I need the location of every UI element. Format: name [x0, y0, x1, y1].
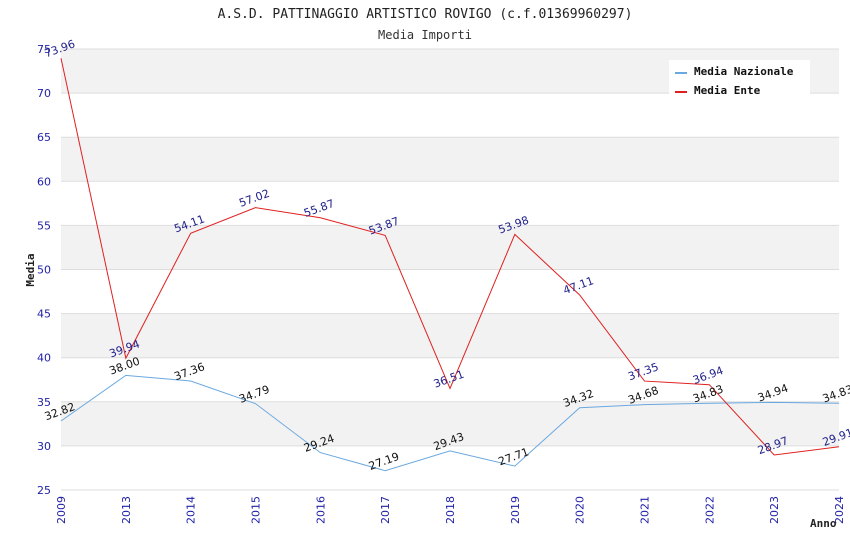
y-axis-title: Media: [24, 253, 37, 286]
series-line-ente: [60, 58, 840, 456]
y-tick-label: 60: [37, 175, 51, 188]
y-tick-label: 30: [37, 440, 51, 453]
x-tick-label: 2019: [509, 496, 522, 524]
x-axis-ticks: 2009 2013 2014 2015 2016 2017 2018 2019 2020 2021…: [55, 496, 846, 524]
y-tick-label: 70: [37, 87, 51, 100]
y-tick-label: 75: [37, 43, 51, 56]
x-tick-label: 2014: [185, 496, 198, 524]
y-tick-label: 65: [37, 131, 51, 144]
x-tick-label: 2015: [250, 496, 263, 524]
legend: Media Nazionale Media Ente: [669, 60, 810, 98]
y-tick-label: 35: [37, 396, 51, 409]
chart-subtitle: Media Importi: [378, 28, 472, 42]
x-axis-title: Anno: [810, 517, 837, 530]
grid-band: [61, 93, 839, 138]
x-tick-label: 2021: [639, 496, 652, 524]
x-tick-label: 2020: [574, 496, 587, 524]
x-tick-label: 2024: [833, 496, 846, 524]
grid-band: [61, 357, 839, 402]
x-tick-label: 2013: [120, 496, 133, 524]
grid-band: [61, 137, 839, 182]
series-line-nazionale: [60, 374, 840, 472]
y-tick-label: 45: [37, 308, 51, 321]
x-tick-label: 2022: [703, 496, 716, 524]
legend-box: [669, 60, 810, 98]
x-tick-label: 2023: [768, 496, 781, 524]
grid-bands: [61, 48, 839, 491]
grid-band: [61, 445, 839, 490]
series-lines: [60, 58, 840, 472]
x-tick-label: 2018: [444, 496, 457, 524]
x-tick-label: 2009: [55, 496, 68, 524]
y-tick-label: 40: [37, 352, 51, 365]
legend-label-ente: Media Ente: [694, 84, 761, 97]
legend-label-nazionale: Media Nazionale: [694, 65, 794, 78]
y-tick-label: 50: [37, 264, 51, 277]
y-tick-label: 25: [37, 484, 51, 497]
grid-band: [61, 313, 839, 358]
grid-band: [61, 181, 839, 226]
grid-band: [61, 269, 839, 314]
y-axis-ticks: 25 30 35 40 45 50 55 60 65 70 75: [37, 43, 51, 497]
chart-title: A.S.D. PATTINAGGIO ARTISTICO ROVIGO (c.f…: [218, 7, 633, 22]
x-tick-label: 2017: [379, 496, 392, 524]
x-tick-label: 2016: [314, 496, 327, 524]
grid-band: [61, 401, 839, 446]
y-tick-label: 55: [37, 219, 51, 232]
